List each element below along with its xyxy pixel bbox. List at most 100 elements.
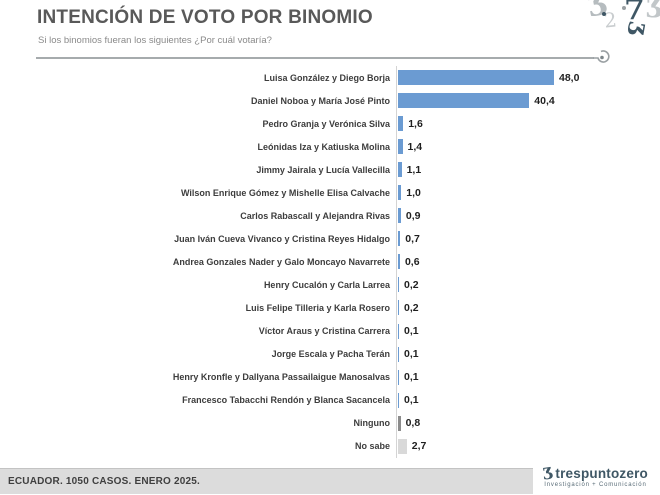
value-label: 0,1 xyxy=(404,325,419,338)
chart-row: Henry Cucalón y Carla Larrea 0,2 xyxy=(0,273,660,296)
value-label: 0,1 xyxy=(404,371,419,384)
footer-bar: ECUADOR. 1050 CASOS. ENERO 2025. xyxy=(0,468,533,494)
value-label: 1,0 xyxy=(406,186,421,199)
header-divider xyxy=(36,57,594,59)
swirl-dot-icon xyxy=(622,6,626,10)
swirl-three-dark-icon: Ʒ xyxy=(621,19,650,39)
bar xyxy=(398,438,407,454)
bar xyxy=(398,208,401,224)
bar-zone: 1,0 xyxy=(397,185,660,201)
bar xyxy=(398,116,404,132)
bar xyxy=(398,323,399,339)
chart-row: Carlos Rabascall y Alejandra Rivas 0,9 xyxy=(0,204,660,227)
category-label: Andrea Gonzales Nader y Galo Moncayo Nav… xyxy=(172,256,390,267)
category-label: No sabe xyxy=(354,441,390,452)
bar-chart: Luisa González y Diego Borja 48,0 Daniel N… xyxy=(0,66,660,458)
value-label: 1,1 xyxy=(406,163,422,176)
logo-tagline: Investigación + Comunicación xyxy=(544,482,647,488)
category-label: Ninguno xyxy=(353,418,391,429)
bar xyxy=(398,231,401,247)
chart-row: Jorge Escala y Pacha Terán 0,1 xyxy=(0,343,660,366)
bar xyxy=(398,93,530,109)
value-label: 0,7 xyxy=(405,232,420,245)
chart-row: Francesco Tabacchi Rendón y Blanca Sacan… xyxy=(0,389,660,412)
chart-row: Luisa González y Diego Borja 48,0 xyxy=(0,66,660,89)
chart-row: Daniel Noboa y María José Pinto 40,4 xyxy=(0,89,660,112)
category-label: Jorge Escala y Pacha Terán xyxy=(271,349,390,360)
category-label: Luisa González y Diego Borja xyxy=(263,72,390,83)
value-label: 2,7 xyxy=(411,440,427,453)
chart-row: Víctor Araus y Cristina Carrera 0,1 xyxy=(0,320,660,343)
divider-curl-icon xyxy=(592,48,610,71)
category-label: Francesco Tabacchi Rendón y Blanca Sacan… xyxy=(182,395,390,406)
bar-zone: 0,7 xyxy=(397,231,660,247)
chart-row: No sabe 2,7 xyxy=(0,435,660,458)
category-label: Leónidas Iza y Katiuska Molina xyxy=(257,141,390,152)
category-label: Henry Cucalón y Carla Larrea xyxy=(263,279,390,290)
value-label: 0,1 xyxy=(404,348,419,361)
category-label: Carlos Rabascall y Alejandra Rivas xyxy=(240,210,390,221)
page-title: INTENCIÓN DE VOTO POR BINOMIO xyxy=(37,7,373,28)
value-label: 48,0 xyxy=(559,71,580,84)
swirl-three-icon: Ʒ xyxy=(584,0,612,25)
chart-row: Pedro Granja y Verónica Silva 1,6 xyxy=(0,112,660,135)
value-label: 1,6 xyxy=(408,117,423,130)
value-label: 0,6 xyxy=(404,255,420,268)
bar xyxy=(398,139,403,155)
value-label: 40,4 xyxy=(534,94,555,107)
trespuntozero-logo: Ʒ trespuntozero Investigación + Comunica… xyxy=(541,462,648,488)
chart-row: Andrea Gonzales Nader y Galo Moncayo Nav… xyxy=(0,250,660,273)
chart-row: Luis Felipe Tilleria y Karla Rosero 0,2 xyxy=(0,296,660,319)
category-label: Wilson Enrique Gómez y Mishelle Elisa Ca… xyxy=(181,187,390,198)
chart-row: Jimmy Jairala y Lucía Vallecilla 1,1 xyxy=(0,158,660,181)
category-label: Jimmy Jairala y Lucía Vallecilla xyxy=(256,164,390,175)
swirl-dot-icon xyxy=(602,12,606,16)
bar xyxy=(398,415,401,431)
bar xyxy=(398,162,402,178)
chart-row: Juan Iván Cueva Vivanco y Cristina Reyes… xyxy=(0,227,660,250)
bar-zone: 2,7 xyxy=(397,438,660,454)
logo-name: trespuntozero xyxy=(555,466,648,481)
bar-zone: 0,1 xyxy=(397,369,660,385)
bar-zone: 40,4 xyxy=(397,93,660,109)
logo-three-icon: Ʒ xyxy=(541,462,555,484)
value-label: 0,1 xyxy=(404,394,419,407)
chart-axis-line xyxy=(396,66,397,458)
chart-row: Wilson Enrique Gómez y Mishelle Elisa Ca… xyxy=(0,181,660,204)
value-label: 1,4 xyxy=(407,140,423,153)
bar-zone: 0,1 xyxy=(397,392,660,408)
category-label: Juan Iván Cueva Vivanco y Cristina Reyes… xyxy=(174,233,390,244)
bar-zone: 1,6 xyxy=(397,116,660,132)
bar xyxy=(398,254,400,270)
chart-row: Henry Kronfle y Dallyana Passailaigue Ma… xyxy=(0,366,660,389)
footer-text: ECUADOR. 1050 CASOS. ENERO 2025. xyxy=(8,476,201,487)
value-label: 0,8 xyxy=(405,417,421,430)
bar xyxy=(398,346,399,362)
bar-zone: 0,2 xyxy=(397,300,660,316)
bar-zone: 48,0 xyxy=(397,70,660,86)
value-label: 0,2 xyxy=(404,301,419,314)
swirl-clipped-icon: Ʒ xyxy=(646,0,660,24)
category-label: Henry Kronfle y Dallyana Passailaigue Ma… xyxy=(172,372,390,383)
bar-zone: 0,9 xyxy=(397,208,660,224)
bar xyxy=(398,300,399,316)
page-subtitle: Si los binomios fueran los siguientes ¿P… xyxy=(38,35,272,46)
bar xyxy=(398,392,399,408)
chart-row: Leónidas Iza y Katiuska Molina 1,4 xyxy=(0,135,660,158)
bar-zone: 0,6 xyxy=(397,254,660,270)
bar xyxy=(398,369,399,385)
value-label: 0,2 xyxy=(404,278,419,291)
bar-zone: 1,4 xyxy=(397,139,660,155)
bar-zone: 1,1 xyxy=(397,162,660,178)
bar xyxy=(398,70,554,86)
category-label: Daniel Noboa y María José Pinto xyxy=(250,95,390,106)
category-label: Víctor Araus y Cristina Carrera xyxy=(258,326,390,337)
bar xyxy=(398,277,399,293)
value-label: 0,9 xyxy=(405,209,421,222)
chart-row: Ninguno 0,8 xyxy=(0,412,660,435)
bar-zone: 0,1 xyxy=(397,323,660,339)
bar xyxy=(398,185,402,201)
swirl-two-icon: 2 xyxy=(602,7,618,33)
bar-zone: 0,8 xyxy=(397,415,660,431)
